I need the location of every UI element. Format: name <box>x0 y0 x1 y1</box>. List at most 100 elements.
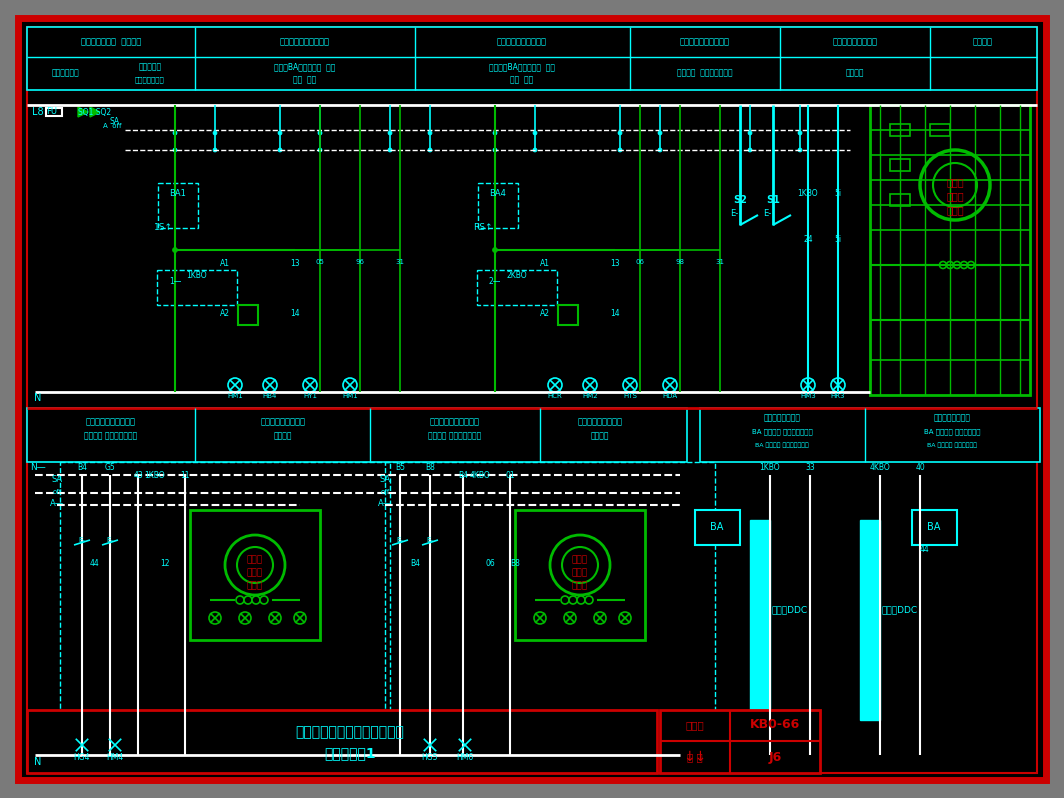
Text: BA1: BA1 <box>169 188 186 197</box>
Text: 行机构: 行机构 <box>946 205 964 215</box>
Text: 空调机组送回风机与风阀联锁: 空调机组送回风机与风阀联锁 <box>296 725 404 739</box>
Text: B4: B4 <box>77 464 87 472</box>
Text: 44: 44 <box>90 559 100 567</box>
Text: 4KBO: 4KBO <box>469 471 491 480</box>
Text: 内部接线: 内部接线 <box>273 432 293 440</box>
Text: ↓↓: ↓↓ <box>683 750 706 764</box>
Circle shape <box>318 131 322 135</box>
Text: BA 控制信号 通道通电源信号: BA 控制信号 通道通电源信号 <box>751 429 813 435</box>
Text: 98: 98 <box>676 259 684 265</box>
Text: 送风阀电动执行机构: 送风阀电动执行机构 <box>832 38 878 46</box>
Text: 遥测接线: 遥测接线 <box>591 432 610 440</box>
Text: SA: SA <box>51 476 63 484</box>
Text: off: off <box>380 489 389 495</box>
Text: 40: 40 <box>915 464 925 472</box>
Text: FU: FU <box>47 108 57 117</box>
Text: HM6: HM6 <box>456 753 473 763</box>
Bar <box>477 270 556 305</box>
Text: 13: 13 <box>610 259 620 267</box>
Text: 2—: 2— <box>488 278 501 286</box>
Text: 1—: 1— <box>169 278 181 286</box>
Bar <box>238 305 257 325</box>
Text: SA: SA <box>110 117 120 125</box>
Circle shape <box>577 596 585 604</box>
Text: HM3: HM3 <box>800 393 816 399</box>
Text: A—: A— <box>378 499 392 508</box>
Circle shape <box>618 131 622 135</box>
Text: 跳闸  停止: 跳闸 停止 <box>294 76 317 85</box>
Text: 送风阀: 送风阀 <box>247 555 263 564</box>
Text: off: off <box>52 489 62 495</box>
Text: B4: B4 <box>410 559 420 567</box>
Text: HM1: HM1 <box>227 393 243 399</box>
Text: HY1: HY1 <box>303 393 317 399</box>
Circle shape <box>172 247 178 252</box>
Circle shape <box>550 535 610 595</box>
Text: SQ1 SQ2: SQ1 SQ2 <box>79 109 112 117</box>
Text: HG5: HG5 <box>421 753 438 763</box>
Text: BA: BA <box>711 522 724 532</box>
Text: BA: BA <box>928 522 941 532</box>
Text: 1KBO: 1KBO <box>798 189 818 199</box>
Text: 就地手控BA控制及信号  短路: 就地手控BA控制及信号 短路 <box>489 62 555 72</box>
Text: 通风阀电动执行机构: 通风阀电动执行机构 <box>261 417 305 426</box>
Text: A—: A— <box>50 499 64 508</box>
Text: A2: A2 <box>220 309 230 318</box>
Circle shape <box>278 148 282 152</box>
Text: 96: 96 <box>355 259 365 265</box>
Bar <box>890 194 910 206</box>
Bar <box>60 462 390 752</box>
Text: HDA: HDA <box>663 393 678 399</box>
Bar <box>27 27 1037 90</box>
Text: A1: A1 <box>541 259 550 267</box>
Bar <box>660 710 820 773</box>
Text: 4KBO: 4KBO <box>869 464 891 472</box>
Text: HB4: HB4 <box>263 393 278 399</box>
Bar <box>515 510 645 640</box>
Bar <box>750 520 770 720</box>
Text: L8: L8 <box>32 107 44 117</box>
Bar <box>385 462 715 752</box>
Text: B5: B5 <box>395 464 405 472</box>
Text: SA: SA <box>380 476 390 484</box>
Text: 05: 05 <box>316 259 325 265</box>
Circle shape <box>920 150 990 220</box>
Text: 1KBO: 1KBO <box>760 464 780 472</box>
Text: E-: E- <box>106 537 114 543</box>
Bar <box>27 408 687 462</box>
Bar <box>890 124 910 136</box>
Circle shape <box>173 148 177 152</box>
Circle shape <box>428 131 432 135</box>
Text: BA4: BA4 <box>489 188 506 197</box>
Text: 页 号: 页 号 <box>687 752 703 762</box>
Text: 新风阀: 新风阀 <box>946 177 964 187</box>
Text: 14: 14 <box>610 309 620 318</box>
Text: 跳闸  停止: 跳闸 停止 <box>511 76 534 85</box>
Circle shape <box>533 148 537 152</box>
Text: 直现场DDC: 直现场DDC <box>772 606 808 614</box>
Text: 行机构: 行机构 <box>572 582 588 591</box>
Text: BA 控制信号 接通电源信号: BA 控制信号 接通电源信号 <box>924 429 980 435</box>
Text: B8: B8 <box>510 559 520 567</box>
Circle shape <box>947 262 953 268</box>
Circle shape <box>967 262 975 268</box>
Text: A2: A2 <box>541 309 550 318</box>
Text: 24: 24 <box>803 235 813 244</box>
Circle shape <box>798 131 802 135</box>
Circle shape <box>561 596 569 604</box>
Text: N—: N— <box>30 463 46 472</box>
Text: 1S↑: 1S↑ <box>153 223 172 232</box>
Text: HG4: HG4 <box>73 753 90 763</box>
Text: 图集号: 图集号 <box>685 720 704 730</box>
Text: 回风阀: 回风阀 <box>572 555 588 564</box>
Text: 31: 31 <box>396 259 404 265</box>
Text: 通风阀信号与关闭控制: 通风阀信号与关闭控制 <box>86 417 136 426</box>
Text: 送风机检测及重要信号: 送风机检测及重要信号 <box>280 38 330 46</box>
Circle shape <box>961 262 967 268</box>
Circle shape <box>318 148 322 152</box>
Circle shape <box>428 148 432 152</box>
Text: BA 控制信号 接通电源信号: BA 控制信号 接通电源信号 <box>927 442 977 448</box>
Text: 5i: 5i <box>834 189 842 199</box>
Text: E-: E- <box>79 537 85 543</box>
Text: 1KBO: 1KBO <box>186 271 207 279</box>
